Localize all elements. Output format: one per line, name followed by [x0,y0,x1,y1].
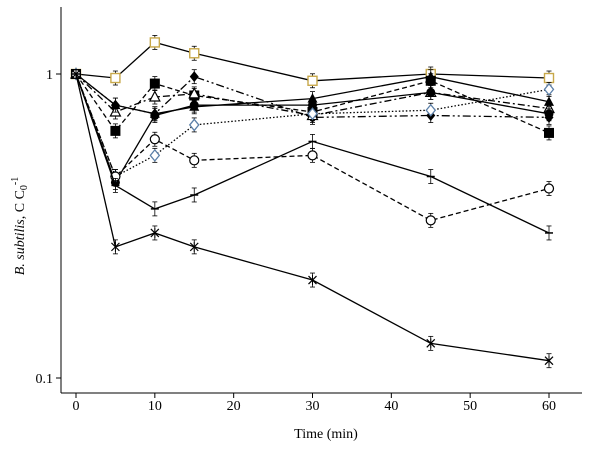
x-tick-label: 30 [306,399,320,414]
data-point [307,107,318,121]
data-point [149,134,160,145]
x-tick-label: 10 [148,399,162,414]
data-point [110,241,120,252]
data-point [544,96,554,106]
y-tick-label: 0.1 [36,372,54,387]
plot-area [70,35,555,369]
data-point [307,75,318,86]
y-axis-title-organism: B. subtilis, [13,216,28,276]
y-axis-title-sup: -1 [10,177,21,185]
data-point [189,71,199,83]
data-point [150,111,160,121]
y-ticks: 0.11 [36,68,61,387]
data-point [110,99,121,110]
data-point [543,82,555,96]
data-point [425,215,436,226]
data-point [544,127,554,138]
x-tick-label: 0 [73,399,80,414]
x-axis-title: Time (min) [294,427,358,442]
data-point [149,148,161,162]
x-ticks: 0 10 20 30 40 50 60 [73,393,556,414]
data-point [425,71,436,81]
series-line [75,73,550,184]
data-point [189,48,200,59]
y-axis-title: B. subtilis, C C0-1 [10,177,30,276]
y-axis-title-sub: 0 [19,185,30,190]
data-point [148,90,161,102]
data-point [149,78,160,89]
series-9 [72,73,553,241]
y-tick-label: 1 [46,68,53,83]
data-point [189,100,199,110]
data-point [544,109,554,119]
data-point [150,227,160,238]
series-1 [70,35,555,89]
series-10 [71,69,554,369]
data-point [110,72,121,84]
data-point [71,69,81,79]
data-point [543,72,555,84]
y-axis-title-unit: C C [13,190,28,216]
x-tick-label: 50 [463,399,477,414]
x-tick-label: 40 [384,399,398,414]
data-point [189,241,199,252]
data-point [544,355,554,366]
data-point [426,87,436,97]
axes [60,7,582,394]
data-point [110,125,121,136]
data-point [188,118,200,132]
data-point [149,37,161,48]
data-point [189,155,200,166]
data-point [308,100,317,110]
x-tick-label: 60 [542,399,556,414]
data-point [425,103,437,117]
data-point [543,183,555,194]
data-point [307,150,318,161]
x-tick-label: 20 [227,399,241,414]
data-point [308,275,317,286]
data-point [426,338,436,349]
